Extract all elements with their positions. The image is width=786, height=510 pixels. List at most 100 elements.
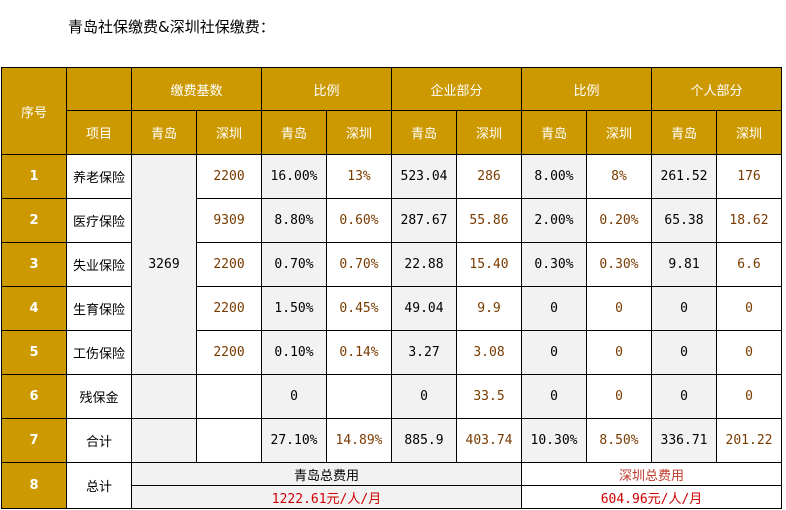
qd-rate-cell: 1.50% — [261, 286, 327, 331]
qd-company-cell: 523.04 — [391, 154, 457, 199]
qd-base-cell — [131, 374, 197, 419]
shenzhen-total-label: 深圳总费用 — [521, 462, 782, 486]
row-item-name: 医疗保险 — [66, 198, 132, 243]
header-group-base: 缴费基数 — [131, 67, 262, 111]
sz-personal-cell: 0 — [716, 374, 782, 419]
sz-company-cell: 403.74 — [456, 418, 522, 463]
qd-personal-cell: 0 — [651, 330, 717, 375]
qd-rate-cell: 27.10% — [261, 418, 327, 463]
page-title: 青岛社保缴费&深圳社保缴费： — [68, 18, 275, 36]
sz-rate-cell: 13% — [326, 154, 392, 199]
header-group-company-rate: 比例 — [261, 67, 392, 111]
row-number: 5 — [1, 330, 67, 375]
sz-rate-cell: 0.45% — [326, 286, 392, 331]
social-insurance-table: 序号 缴费基数 比例 企业部分 比例 个人部分 项目 青岛 深圳 青岛 深圳 青… — [1, 67, 782, 509]
sz-rate-cell: 14.89% — [326, 418, 392, 463]
qd-rate-cell: 8.80% — [261, 198, 327, 243]
qd-personal-rate-cell: 0 — [521, 330, 587, 375]
qd-personal-rate-cell: 0 — [521, 286, 587, 331]
qd-personal-cell: 0 — [651, 374, 717, 419]
qd-company-cell: 22.88 — [391, 242, 457, 287]
header-sub-qingdao: 青岛 — [651, 110, 717, 155]
qd-personal-rate-cell: 8.00% — [521, 154, 587, 199]
sz-base-cell: 2200 — [196, 286, 262, 331]
sz-personal-rate-cell: 8% — [586, 154, 652, 199]
row-number: 8 — [1, 462, 67, 509]
sz-base-cell: 2200 — [196, 154, 262, 199]
table-row: 2 医疗保险 9309 8.80% 0.60% 287.67 55.86 2.0… — [1, 198, 782, 243]
header-sub-shenzhen: 深圳 — [456, 110, 522, 155]
qd-personal-cell: 9.81 — [651, 242, 717, 287]
qd-company-cell: 3.27 — [391, 330, 457, 375]
row-item-name: 生育保险 — [66, 286, 132, 331]
sz-company-cell: 3.08 — [456, 330, 522, 375]
row-item-name: 工伤保险 — [66, 330, 132, 375]
sz-personal-cell: 176 — [716, 154, 782, 199]
sz-personal-cell: 0 — [716, 330, 782, 375]
sz-personal-cell: 6.6 — [716, 242, 782, 287]
qd-base-cell — [131, 418, 197, 463]
sz-personal-rate-cell: 0 — [586, 330, 652, 375]
table-row: 5 工伤保险 2200 0.10% 0.14% 3.27 3.08 0 0 0 … — [1, 330, 782, 375]
sz-company-cell: 55.86 — [456, 198, 522, 243]
qd-company-cell: 49.04 — [391, 286, 457, 331]
header-item: 项目 — [66, 110, 132, 155]
header-sub-shenzhen: 深圳 — [716, 110, 782, 155]
sz-base-cell: 2200 — [196, 330, 262, 375]
header-sub-qingdao: 青岛 — [391, 110, 457, 155]
sz-personal-rate-cell: 0 — [586, 374, 652, 419]
sz-personal-cell: 0 — [716, 286, 782, 331]
header-group-company-part: 企业部分 — [391, 67, 522, 111]
qd-personal-rate-cell: 10.30% — [521, 418, 587, 463]
qd-personal-rate-cell: 2.00% — [521, 198, 587, 243]
header-sub-qingdao: 青岛 — [131, 110, 197, 155]
sz-personal-rate-cell: 0.30% — [586, 242, 652, 287]
header-group-personal-part: 个人部分 — [651, 67, 782, 111]
qd-company-cell: 287.67 — [391, 198, 457, 243]
qd-personal-cell: 65.38 — [651, 198, 717, 243]
header-sub-qingdao: 青岛 — [261, 110, 327, 155]
qd-company-cell: 0 — [391, 374, 457, 419]
row-item-name: 残保金 — [66, 374, 132, 419]
qingdao-total-label: 青岛总费用 — [131, 462, 522, 486]
sz-base-cell: 9309 — [196, 198, 262, 243]
row-number: 2 — [1, 198, 67, 243]
sz-company-cell: 9.9 — [456, 286, 522, 331]
row-item-name: 总计 — [66, 462, 132, 509]
table-row-sum: 7 合计 27.10% 14.89% 885.9 403.74 10.30% 8… — [1, 418, 782, 463]
row-number: 6 — [1, 374, 67, 419]
table-row: 3 失业保险 2200 0.70% 0.70% 22.88 15.40 0.30… — [1, 242, 782, 287]
header-sub-shenzhen: 深圳 — [196, 110, 262, 155]
qd-rate-cell: 0 — [261, 374, 327, 419]
table-row: 6 残保金 0 0 33.5 0 0 0 0 — [1, 374, 782, 419]
row-number: 4 — [1, 286, 67, 331]
sz-base-cell — [196, 418, 262, 463]
row-item-name: 合计 — [66, 418, 132, 463]
sz-personal-cell: 18.62 — [716, 198, 782, 243]
header-seq: 序号 — [1, 67, 67, 155]
qd-personal-rate-cell: 0.30% — [521, 242, 587, 287]
table-row: 1 养老保险 3269 2200 16.00% 13% 523.04 286 8… — [1, 154, 782, 375]
header-group-personal-rate: 比例 — [521, 67, 652, 111]
sz-personal-rate-cell: 8.50% — [586, 418, 652, 463]
sz-company-cell: 286 — [456, 154, 522, 199]
shenzhen-total-value: 604.96元/人/月 — [521, 485, 782, 509]
sz-personal-cell: 201.22 — [716, 418, 782, 463]
row-number: 3 — [1, 242, 67, 287]
header-sub-shenzhen: 深圳 — [326, 110, 392, 155]
qd-personal-cell: 261.52 — [651, 154, 717, 199]
table-row-total: 8 总计 青岛总费用 深圳总费用 — [1, 462, 782, 509]
header-item-top — [66, 67, 132, 111]
header-sub-shenzhen: 深圳 — [586, 110, 652, 155]
row-item-name: 养老保险 — [66, 154, 132, 199]
qd-personal-cell: 0 — [651, 286, 717, 331]
sz-personal-rate-cell: 0.20% — [586, 198, 652, 243]
sz-rate-cell: 0.60% — [326, 198, 392, 243]
qd-rate-cell: 16.00% — [261, 154, 327, 199]
sz-rate-cell: 0.14% — [326, 330, 392, 375]
qingdao-base-value: 3269 — [131, 154, 197, 375]
qd-personal-cell: 336.71 — [651, 418, 717, 463]
sz-company-cell: 33.5 — [456, 374, 522, 419]
sz-company-cell: 15.40 — [456, 242, 522, 287]
qd-personal-rate-cell: 0 — [521, 374, 587, 419]
